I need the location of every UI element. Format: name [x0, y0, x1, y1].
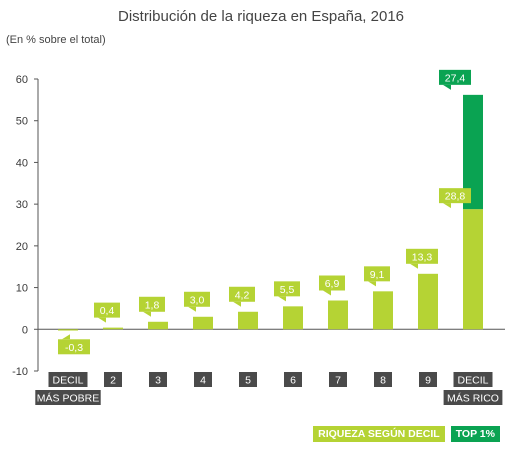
bar-riqueza-8 [373, 291, 393, 330]
category-label-9: 9 [425, 375, 431, 387]
bar-top1-10 [463, 94, 483, 210]
data-label-7-pointer [323, 290, 331, 296]
category-label-10: DECIL [458, 375, 489, 387]
bar-riqueza-3 [148, 321, 168, 330]
category-label-10: MÁS RICO [447, 392, 499, 405]
category-label-4: 4 [200, 375, 206, 387]
data-label-8: 9,1 [370, 269, 385, 281]
y-tick-label: 0 [22, 324, 28, 336]
data-label-3: 1,8 [145, 299, 160, 311]
data-label-10-pointer [443, 203, 451, 209]
data-label-6-pointer [278, 296, 286, 302]
category-box-8 [374, 372, 392, 387]
category-box-4 [194, 372, 212, 387]
data-label-5: 4,2 [235, 289, 250, 301]
category-box-1 [35, 390, 101, 405]
chart-title: Distribución de la riqueza en España, 20… [117, 8, 405, 25]
category-label-1: DECIL [53, 375, 84, 387]
legend-item-riqueza: RIQUEZA SEGÚN DECIL [313, 426, 445, 442]
category-box-2 [104, 372, 122, 387]
category-box-6 [284, 372, 302, 387]
data-label-5-pointer [233, 301, 241, 307]
data-label-9-pointer [410, 263, 418, 269]
data-label-top1-box [439, 69, 471, 85]
data-label-10: 28,8 [445, 191, 466, 203]
bar-riqueza-2 [103, 327, 123, 330]
data-label-3-pointer [143, 311, 151, 317]
data-label-6: 5,5 [280, 284, 295, 296]
bar-riqueza-5 [238, 311, 258, 330]
data-label-10-box [439, 188, 471, 204]
data-label-4-pointer [188, 306, 196, 312]
data-label-8-box [364, 266, 390, 282]
chart-legend: RIQUEZA SEGÚN DECIL TOP 1% [313, 426, 500, 442]
y-tick-label: -10 [12, 366, 28, 378]
data-label-7-box [319, 275, 345, 291]
data-label-3-box [139, 296, 165, 312]
data-label-9-box [406, 248, 438, 264]
data-label-4-box [184, 291, 210, 307]
bar-riqueza-1 [58, 329, 78, 331]
category-box-3 [149, 372, 167, 387]
bar-riqueza-7 [328, 300, 348, 330]
data-label-9: 13,3 [412, 251, 433, 263]
data-label-top1-pointer [443, 84, 451, 90]
category-box-7 [329, 372, 347, 387]
y-tick-label: 20 [16, 241, 28, 253]
y-tick-label: 10 [16, 283, 28, 295]
data-label-1-box [58, 339, 90, 355]
category-label-2: 2 [110, 375, 116, 387]
bar-riqueza-4 [193, 316, 213, 330]
bar-riqueza-10 [463, 209, 483, 330]
y-tick-label: 60 [16, 74, 28, 86]
y-tick-label: 30 [16, 199, 28, 211]
category-box-10 [453, 372, 493, 387]
category-box-10 [443, 390, 503, 405]
data-label-2-box [94, 302, 120, 318]
legend-item-top1: TOP 1% [450, 426, 500, 442]
data-label-2-pointer [98, 317, 106, 323]
data-label-8-pointer [368, 281, 376, 287]
category-box-9 [419, 372, 437, 387]
data-label-2: 0,4 [100, 305, 115, 317]
category-label-7: 7 [335, 375, 341, 387]
data-label-4: 3,0 [190, 294, 205, 306]
category-label-5: 5 [245, 375, 251, 387]
data-label-top1: 27,4 [445, 72, 466, 84]
category-label-3: 3 [155, 375, 161, 387]
data-label-7: 6,9 [325, 278, 340, 290]
data-label-1: -0,3 [65, 342, 83, 354]
data-label-1-pointer [62, 334, 70, 340]
bar-riqueza-6 [283, 306, 303, 330]
category-label-1: MÁS POBRE [37, 392, 99, 405]
y-tick-label: 50 [16, 116, 28, 128]
category-box-1 [48, 372, 88, 387]
data-label-5-box [229, 286, 255, 302]
chart-subtitle: (En % sobre el total) [6, 34, 106, 46]
category-label-8: 8 [380, 375, 386, 387]
bar-riqueza-9 [418, 273, 438, 330]
category-label-6: 6 [290, 375, 296, 387]
y-tick-label: 40 [16, 157, 28, 169]
data-label-6-box [274, 281, 300, 297]
category-box-5 [239, 372, 257, 387]
